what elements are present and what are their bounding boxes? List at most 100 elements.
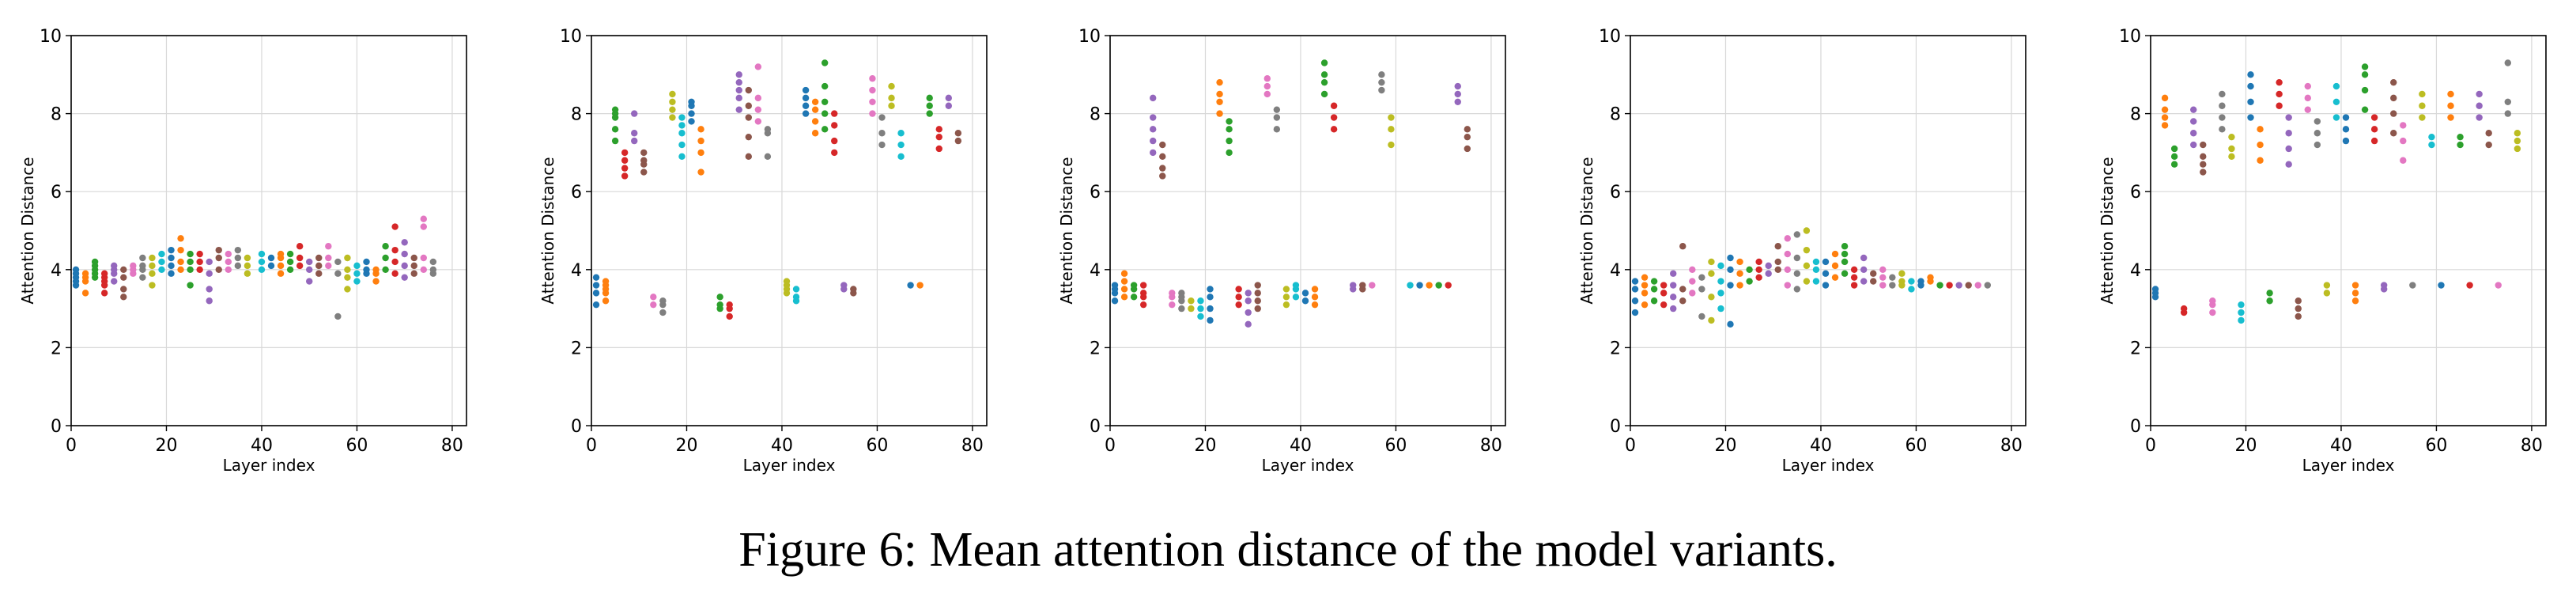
data-point xyxy=(1407,282,1414,289)
data-point xyxy=(2390,110,2397,117)
data-point xyxy=(640,169,648,176)
data-point xyxy=(1812,278,1820,285)
y-tick-label: 6 xyxy=(1610,183,1621,203)
data-point xyxy=(401,250,408,258)
data-point xyxy=(2238,316,2245,324)
data-point xyxy=(177,266,184,273)
data-point xyxy=(2170,145,2178,153)
data-point xyxy=(1188,305,1195,313)
data-point xyxy=(745,114,752,121)
y-tick-label: 10 xyxy=(1599,27,1621,47)
data-point xyxy=(2390,94,2397,102)
data-point xyxy=(277,262,285,270)
data-point xyxy=(869,110,876,117)
data-point xyxy=(1150,94,1157,102)
data-point xyxy=(353,270,361,277)
data-point xyxy=(1139,301,1147,309)
data-point xyxy=(296,254,304,262)
data-point xyxy=(1130,282,1138,289)
x-tick-label: 40 xyxy=(771,436,793,456)
data-point xyxy=(306,278,313,285)
data-point xyxy=(954,130,962,137)
data-point xyxy=(325,254,332,262)
data-point xyxy=(2457,141,2464,149)
y-tick-label: 8 xyxy=(2130,105,2141,125)
data-point xyxy=(650,294,657,301)
data-point xyxy=(1641,290,1649,297)
data-point xyxy=(1793,286,1801,293)
data-point xyxy=(2266,297,2273,305)
data-point xyxy=(1320,59,1328,66)
data-point xyxy=(139,274,146,281)
data-point xyxy=(2228,133,2235,141)
data-point xyxy=(1717,262,1724,270)
data-point xyxy=(1774,243,1781,250)
data-point xyxy=(1454,82,1461,90)
data-point xyxy=(1330,114,1338,121)
data-point xyxy=(2485,141,2492,149)
x-tick-label: 60 xyxy=(346,436,368,456)
data-point xyxy=(907,282,914,289)
data-point xyxy=(640,149,648,157)
data-point xyxy=(602,278,610,285)
data-point xyxy=(1130,294,1138,301)
data-point xyxy=(1755,266,1762,273)
data-point xyxy=(621,149,629,157)
data-point xyxy=(1822,282,1830,289)
data-point xyxy=(2247,98,2254,106)
y-axis-label: Attention Distance xyxy=(538,157,557,304)
data-point xyxy=(1254,297,1261,305)
data-point xyxy=(1273,106,1281,113)
x-axis-label: Layer index xyxy=(223,456,315,475)
data-point xyxy=(2238,301,2245,309)
data-point xyxy=(2219,102,2226,109)
data-point xyxy=(1660,301,1668,309)
data-point xyxy=(244,254,251,262)
data-point xyxy=(1454,90,1461,98)
data-point xyxy=(1670,282,1677,289)
data-point xyxy=(1245,297,1252,305)
data-point xyxy=(1159,141,1166,149)
data-point xyxy=(410,270,417,277)
data-point xyxy=(1416,282,1423,289)
data-point xyxy=(120,294,127,301)
y-tick-label: 4 xyxy=(1610,261,1621,281)
data-point xyxy=(2504,110,2512,117)
data-point xyxy=(1746,278,1753,285)
data-point xyxy=(2370,126,2378,133)
data-point xyxy=(2476,90,2483,98)
data-point xyxy=(168,254,175,262)
data-point xyxy=(234,254,242,262)
y-tick-label: 0 xyxy=(2130,417,2141,437)
data-point xyxy=(1388,126,1395,133)
data-point xyxy=(1698,274,1705,281)
data-point xyxy=(1717,305,1724,313)
data-point xyxy=(2466,282,2473,289)
data-point xyxy=(1898,278,1906,285)
data-point xyxy=(363,258,370,266)
data-point xyxy=(735,71,742,78)
y-tick-label: 2 xyxy=(1610,339,1621,358)
data-point xyxy=(1927,274,1934,281)
data-point xyxy=(391,223,398,230)
data-point xyxy=(1822,258,1830,266)
data-point xyxy=(669,90,676,98)
data-point xyxy=(726,313,733,320)
x-tick-label: 0 xyxy=(586,436,597,456)
x-tick-label: 60 xyxy=(1384,436,1407,456)
data-point xyxy=(1727,266,1734,273)
data-point xyxy=(2313,141,2321,149)
data-point xyxy=(2276,90,2283,98)
data-point xyxy=(621,157,629,164)
data-point xyxy=(1245,290,1252,297)
y-tick-label: 8 xyxy=(51,105,62,125)
data-point xyxy=(2257,126,2264,133)
data-point xyxy=(631,130,638,137)
data-point xyxy=(745,133,752,141)
data-point xyxy=(1841,243,1849,250)
data-point xyxy=(754,106,762,113)
data-point xyxy=(745,102,752,109)
data-point xyxy=(688,110,695,117)
data-point xyxy=(1150,126,1157,133)
data-point xyxy=(111,262,118,270)
